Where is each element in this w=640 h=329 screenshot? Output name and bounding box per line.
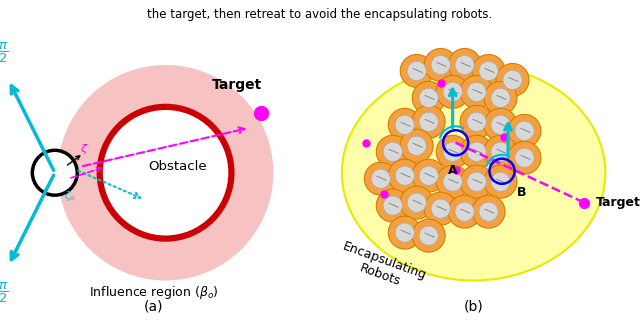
Circle shape — [479, 202, 498, 221]
Circle shape — [443, 82, 462, 101]
Text: B: B — [517, 186, 527, 199]
Circle shape — [412, 81, 445, 114]
Circle shape — [424, 48, 457, 81]
Circle shape — [436, 135, 469, 168]
Circle shape — [419, 166, 438, 185]
Circle shape — [491, 88, 510, 108]
Circle shape — [515, 121, 534, 140]
Circle shape — [484, 81, 517, 114]
Circle shape — [484, 165, 517, 198]
Circle shape — [388, 216, 421, 249]
Circle shape — [455, 55, 474, 75]
Circle shape — [503, 70, 522, 89]
Circle shape — [395, 166, 414, 185]
Text: $\zeta$: $\zeta$ — [80, 142, 89, 156]
Circle shape — [467, 112, 486, 131]
Circle shape — [412, 105, 445, 138]
Circle shape — [508, 114, 541, 147]
Circle shape — [491, 172, 510, 191]
Circle shape — [460, 135, 493, 168]
Circle shape — [383, 196, 403, 215]
Text: Target: Target — [212, 78, 262, 92]
Text: (a): (a) — [144, 299, 163, 314]
Circle shape — [472, 195, 505, 228]
Circle shape — [460, 105, 493, 138]
Circle shape — [100, 107, 232, 239]
Text: the target, then retreat to avoid the encapsulating robots.: the target, then retreat to avoid the en… — [147, 8, 493, 21]
Circle shape — [443, 172, 462, 191]
Text: $\zeta_o+\dfrac{\pi}{2}$: $\zeta_o+\dfrac{\pi}{2}$ — [0, 41, 9, 65]
Circle shape — [508, 141, 541, 174]
Circle shape — [443, 142, 462, 161]
Circle shape — [460, 165, 493, 198]
Circle shape — [376, 189, 409, 222]
Circle shape — [407, 193, 426, 212]
Text: Encapsulating
Robots: Encapsulating Robots — [336, 240, 429, 296]
Circle shape — [436, 165, 469, 198]
Circle shape — [33, 150, 77, 195]
Text: A: A — [448, 164, 458, 177]
Circle shape — [448, 48, 481, 81]
Circle shape — [395, 115, 414, 135]
Circle shape — [419, 88, 438, 108]
Circle shape — [383, 142, 403, 161]
Circle shape — [419, 112, 438, 131]
Circle shape — [515, 148, 534, 167]
Circle shape — [58, 65, 273, 281]
Circle shape — [400, 186, 433, 219]
Circle shape — [484, 135, 517, 168]
Circle shape — [388, 108, 421, 141]
Circle shape — [371, 169, 390, 188]
Circle shape — [448, 195, 481, 228]
Ellipse shape — [342, 65, 605, 281]
Circle shape — [491, 115, 510, 135]
Circle shape — [431, 199, 451, 218]
Circle shape — [412, 159, 445, 192]
Circle shape — [496, 63, 529, 96]
Circle shape — [407, 61, 426, 81]
Text: Obstacle: Obstacle — [148, 160, 207, 173]
Circle shape — [395, 223, 414, 242]
Circle shape — [364, 162, 397, 195]
Circle shape — [467, 172, 486, 191]
Circle shape — [455, 202, 474, 221]
Text: Influence region $(\beta_o)$: Influence region $(\beta_o)$ — [89, 284, 218, 301]
Circle shape — [376, 135, 409, 168]
Circle shape — [388, 159, 421, 192]
Circle shape — [407, 136, 426, 155]
Circle shape — [491, 142, 510, 161]
Text: (b): (b) — [464, 299, 483, 314]
Circle shape — [479, 61, 498, 81]
Circle shape — [467, 82, 486, 101]
Circle shape — [424, 192, 457, 225]
Circle shape — [400, 129, 433, 162]
Circle shape — [431, 55, 451, 75]
Circle shape — [419, 226, 438, 245]
Text: $\zeta_o-\dfrac{\pi}{2}$: $\zeta_o-\dfrac{\pi}{2}$ — [0, 281, 9, 305]
Circle shape — [436, 75, 469, 108]
Text: Target: Target — [596, 196, 640, 209]
Circle shape — [460, 75, 493, 108]
Circle shape — [400, 55, 433, 88]
Circle shape — [472, 55, 505, 88]
Circle shape — [484, 108, 517, 141]
Circle shape — [412, 219, 445, 252]
Text: $\zeta_o$: $\zeta_o$ — [64, 189, 76, 203]
Circle shape — [467, 142, 486, 161]
